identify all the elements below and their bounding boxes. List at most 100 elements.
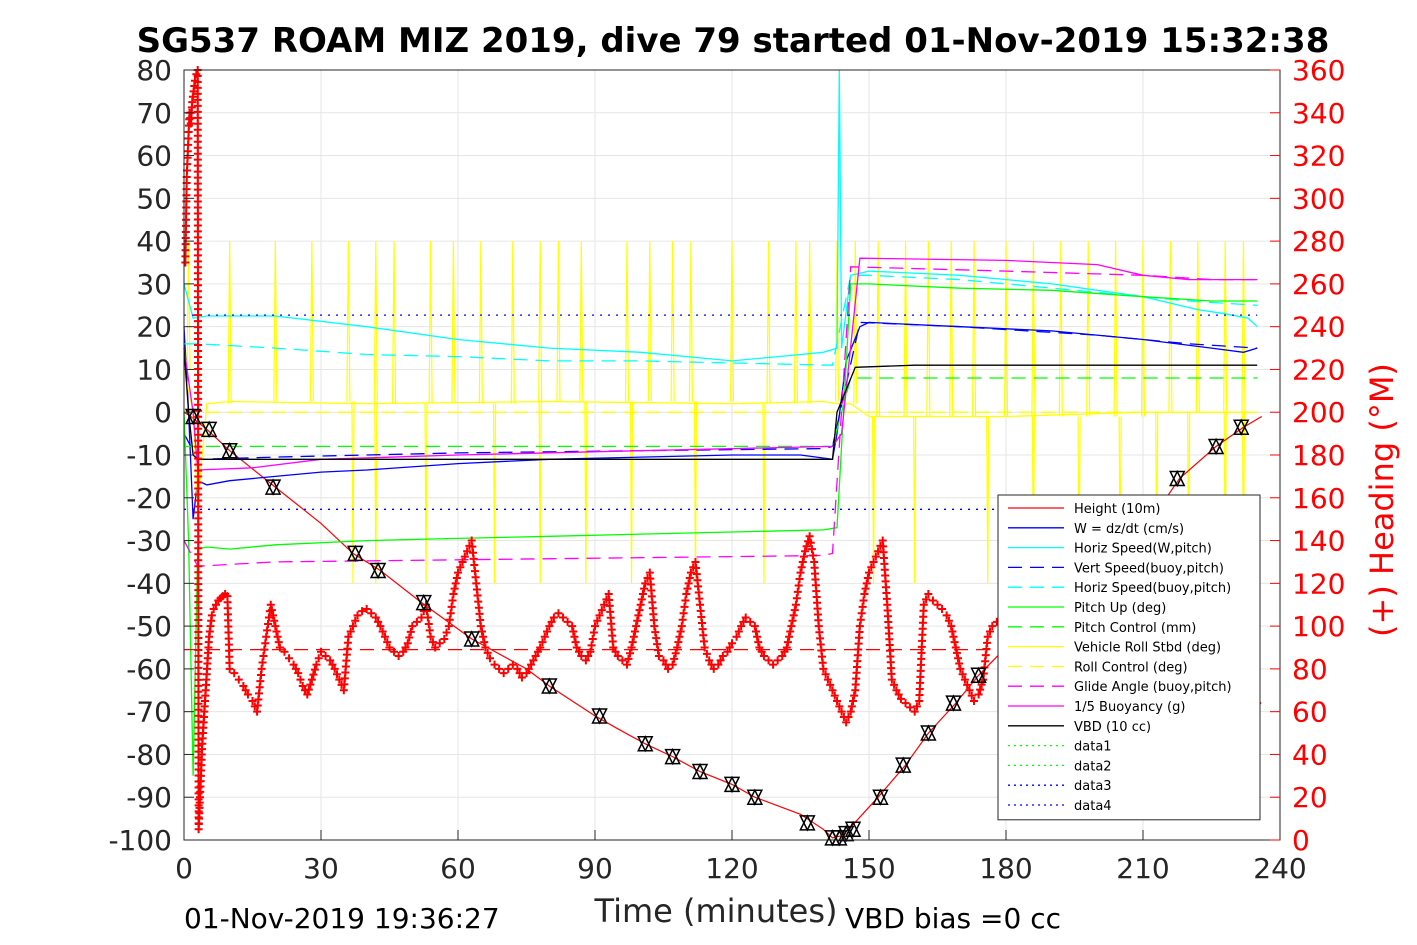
series-buoyancy <box>183 257 1258 471</box>
heading-point <box>399 647 408 656</box>
dive-marker-up <box>637 735 654 752</box>
heading-point <box>641 579 650 588</box>
heading-point <box>627 643 636 652</box>
series-pitch_control <box>184 377 1258 448</box>
heading-point <box>951 643 960 652</box>
heading-point <box>796 568 805 577</box>
heading-point <box>490 660 499 669</box>
heading-point <box>833 696 842 705</box>
heading-point <box>970 696 979 705</box>
heading-point <box>757 647 766 656</box>
dive-marker-up <box>691 762 709 780</box>
heading-point <box>773 656 782 665</box>
heading-point <box>671 649 680 658</box>
roll-spike <box>1058 241 1063 417</box>
heading-point <box>797 563 806 572</box>
heading-point <box>442 628 451 637</box>
heading-point <box>362 605 371 613</box>
y-tick-label-right: 180 <box>1292 439 1345 472</box>
heading-point <box>798 557 807 566</box>
y-tick-label-left: 20 <box>136 311 172 344</box>
heading-point <box>479 632 488 641</box>
dive-marker-up <box>945 694 962 711</box>
y-tick-label-left: -50 <box>126 610 172 643</box>
heading-point <box>460 552 469 561</box>
dive-marker-up <box>920 724 937 741</box>
heading-point <box>988 622 997 631</box>
y-tick-label-left: 80 <box>136 54 172 87</box>
heading-point <box>789 611 798 620</box>
heading-point <box>718 652 727 661</box>
heading-point <box>922 595 931 604</box>
legend-label: 1/5 Buoyancy (g) <box>1074 700 1185 715</box>
heading-point <box>483 648 492 657</box>
heading-point <box>531 652 540 661</box>
y-tick-label-right: 120 <box>1292 567 1345 600</box>
heading-point <box>575 647 584 656</box>
dive-marker-up <box>591 707 608 724</box>
dive-marker-up <box>347 544 364 562</box>
heading-point <box>569 627 578 636</box>
heading-point <box>572 643 581 652</box>
dive-marker-up <box>264 478 282 495</box>
roll-spike <box>391 241 397 404</box>
roll-spike <box>227 241 232 404</box>
heading-point <box>950 638 959 647</box>
roll-spike <box>793 241 799 404</box>
heading-point <box>734 627 743 636</box>
heading-point <box>584 652 593 661</box>
heading-point <box>304 685 313 694</box>
roll-spike <box>1003 241 1009 417</box>
y-tick-label-right: 140 <box>1292 525 1345 558</box>
heading-point <box>533 647 542 656</box>
heading-point <box>844 713 853 722</box>
heading-point <box>635 606 644 615</box>
heading-point <box>906 703 915 712</box>
heading-point <box>737 622 746 631</box>
heading-point <box>239 682 248 690</box>
roll-spike <box>309 241 314 402</box>
y-tick-label-left: -40 <box>126 567 172 600</box>
heading-point <box>860 590 869 599</box>
y-tick-label-right: 160 <box>1292 482 1345 515</box>
y-tick-label-left: 30 <box>136 268 172 301</box>
roll-spike <box>1031 241 1036 417</box>
heading-point <box>850 691 859 700</box>
heading-point <box>559 613 568 622</box>
roll-spike <box>428 241 433 404</box>
footer-vbd-bias: VBD bias =0 cc <box>845 902 1061 935</box>
legend-label: W = dz/dt (cm/s) <box>1074 522 1184 537</box>
heading-point <box>522 669 531 678</box>
y-tick-label-left: -30 <box>126 525 172 558</box>
y-tick-label-right: 280 <box>1292 225 1345 258</box>
x-axis-label: Time (minutes) <box>594 892 838 930</box>
roll-spike <box>688 241 693 402</box>
heading-point <box>243 690 252 699</box>
heading-point <box>588 634 597 643</box>
heading-point <box>294 669 303 678</box>
roll-spike <box>949 241 954 417</box>
heading-point <box>273 632 282 641</box>
heading-point <box>732 632 741 641</box>
roll-spike <box>853 241 858 404</box>
heading-point <box>835 702 844 711</box>
heading-point <box>801 547 810 556</box>
y-tick-label-left: 40 <box>136 225 172 258</box>
heading-point <box>809 551 818 560</box>
heading-point <box>705 656 714 665</box>
y-tick-label-left: -60 <box>126 653 172 686</box>
dive-marker-up <box>970 666 987 684</box>
roll-spike <box>971 241 977 417</box>
heading-point <box>274 638 283 647</box>
roll-spike <box>766 241 771 404</box>
heading-point <box>928 596 937 605</box>
heading-point <box>207 611 216 620</box>
heading-point <box>714 660 723 669</box>
heading-point <box>405 633 414 642</box>
heading-point <box>780 647 789 656</box>
heading-point <box>661 660 670 669</box>
heading-point <box>401 643 410 652</box>
y-tick-label-right: 40 <box>1292 738 1328 771</box>
heading-point <box>267 606 276 615</box>
dive-marker-up <box>221 442 238 459</box>
